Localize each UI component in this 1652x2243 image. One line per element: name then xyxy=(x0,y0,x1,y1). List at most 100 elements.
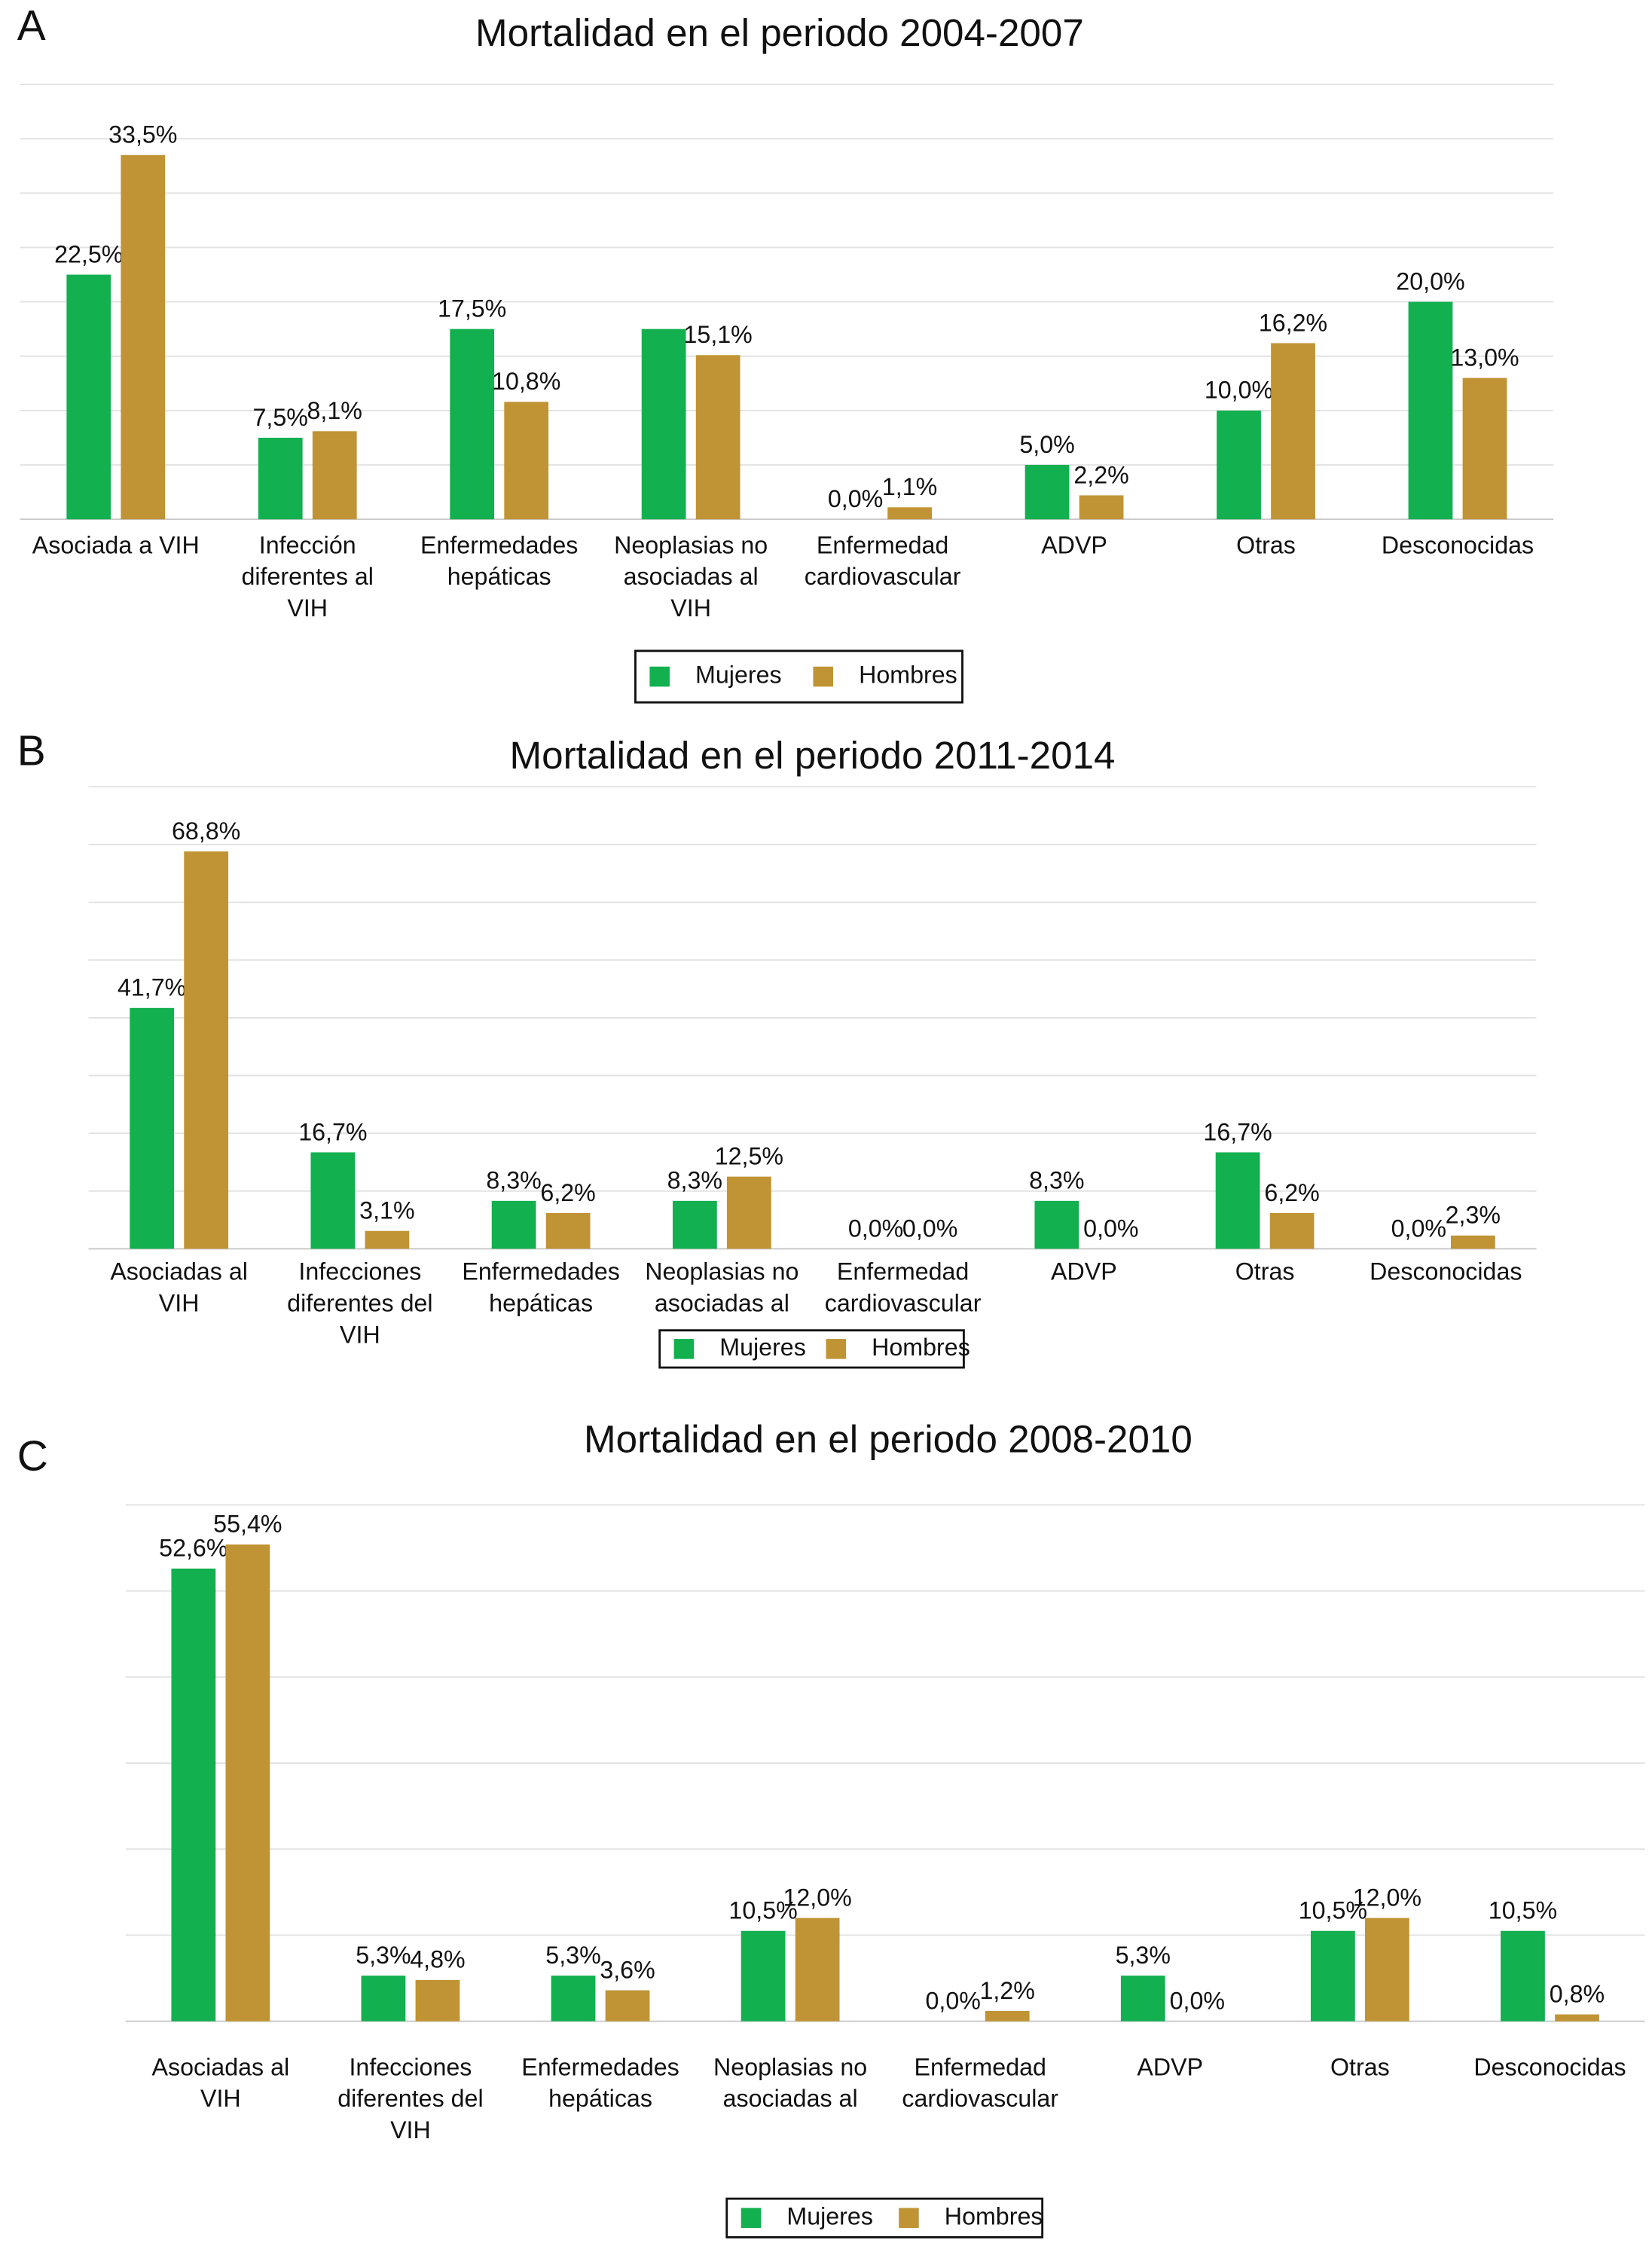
data-label: 15,1% xyxy=(683,321,752,348)
x-tick-label: Neoplasias no asociadas al xyxy=(713,2053,867,2112)
bar xyxy=(1555,2014,1599,2021)
bar xyxy=(415,1979,460,2021)
data-label: 55,4% xyxy=(213,1511,282,1538)
data-label: 10,5% xyxy=(1489,1897,1557,1924)
data-label: 41,7% xyxy=(118,974,186,1001)
x-tick-label: Neoplasias no asociadas al VIH xyxy=(614,531,768,622)
bar xyxy=(312,431,357,520)
data-label: 0,0% xyxy=(925,1988,980,2015)
legend-swatch xyxy=(673,1339,695,1359)
bar xyxy=(887,507,932,520)
data-label: 13,0% xyxy=(1450,344,1519,371)
x-tick-label: Desconocidas xyxy=(1370,1257,1522,1285)
data-label: 0,8% xyxy=(1550,1980,1605,2007)
chart-title: Mortalidad en el periodo 2008-2010 xyxy=(584,1417,1192,1460)
data-label: 33,5% xyxy=(108,121,177,148)
legend-swatch xyxy=(826,1339,847,1359)
data-label: 10,8% xyxy=(492,368,560,395)
bar xyxy=(695,355,740,520)
data-label: 0,0% xyxy=(848,1215,903,1242)
legend-swatch xyxy=(813,666,833,687)
bar xyxy=(545,1212,591,1249)
chart-title: Mortalidad en el periodo 2004-2007 xyxy=(475,11,1084,54)
data-label: 12,5% xyxy=(715,1142,783,1169)
x-tick-label: Otras xyxy=(1330,2053,1390,2080)
bar xyxy=(1269,1212,1315,1249)
bar xyxy=(121,154,166,520)
data-label: 22,5% xyxy=(54,240,123,267)
data-label: 6,2% xyxy=(540,1179,595,1206)
x-tick-label: Enfermedad cardiovascular xyxy=(805,531,961,590)
bar xyxy=(1450,1235,1495,1249)
data-label: 7,5% xyxy=(253,404,308,431)
panel-letter: C xyxy=(17,1432,48,1481)
data-label: 0,0% xyxy=(1083,1215,1138,1242)
x-tick-label: Asociadas al VIH xyxy=(152,2053,290,2112)
data-label: 20,0% xyxy=(1396,267,1464,295)
data-label: 10,5% xyxy=(728,1897,797,1924)
bar xyxy=(1120,1976,1165,2021)
data-label: 2,2% xyxy=(1073,461,1128,488)
data-label: 16,2% xyxy=(1259,309,1327,336)
legend-label: Mujeres xyxy=(786,2202,873,2229)
x-tick-label: Infecciones diferentes del VIH xyxy=(337,2053,483,2144)
x-tick-label: Infecciones diferentes del VIH xyxy=(287,1257,432,1348)
bar xyxy=(1408,301,1453,520)
panel-letter: A xyxy=(17,2,46,50)
bar xyxy=(361,1976,406,2021)
data-label: 10,5% xyxy=(1299,1897,1367,1924)
data-label: 3,1% xyxy=(359,1197,414,1224)
data-label: 0,0% xyxy=(828,485,883,512)
bar xyxy=(1365,1918,1409,2021)
data-label: 5,3% xyxy=(356,1942,411,1969)
x-tick-label: Enfermedades hepáticas xyxy=(521,2053,679,2112)
data-label: 17,5% xyxy=(438,295,506,322)
legend-label: Hombres xyxy=(859,662,957,689)
bar xyxy=(1215,1152,1260,1249)
chart-title: Mortalidad en el periodo 2011-2014 xyxy=(510,734,1116,777)
bar xyxy=(672,1200,717,1249)
bar xyxy=(225,1544,270,2021)
x-tick-label: Asociadas al VIH xyxy=(110,1257,248,1316)
bar xyxy=(795,1918,840,2021)
bar xyxy=(1501,1930,1545,2021)
data-label: 3,6% xyxy=(600,1956,655,1983)
data-label: 16,7% xyxy=(298,1118,367,1145)
data-label: 8,1% xyxy=(307,397,362,424)
bar xyxy=(130,1007,175,1249)
data-label: 4,8% xyxy=(410,1946,465,1973)
legend-box xyxy=(725,2197,1044,2238)
data-label: 5,0% xyxy=(1019,431,1074,458)
bar xyxy=(310,1152,356,1249)
bar xyxy=(1079,495,1124,520)
data-label: 8,3% xyxy=(486,1167,541,1194)
x-tick-label: ADVP xyxy=(1041,531,1107,558)
legend-box xyxy=(634,649,963,704)
legend-swatch xyxy=(899,2208,919,2229)
x-tick-label: Asociada a VIH xyxy=(32,531,200,558)
data-label: 52,6% xyxy=(159,1535,227,1562)
bar xyxy=(740,1930,786,2021)
data-label: 68,8% xyxy=(172,817,240,845)
x-tick-label: Desconocidas xyxy=(1382,531,1534,558)
bar xyxy=(1217,410,1261,520)
bar xyxy=(365,1230,410,1249)
data-label: 6,2% xyxy=(1264,1179,1319,1206)
bar xyxy=(1310,1930,1355,2021)
bar xyxy=(258,437,303,520)
legend-swatch xyxy=(649,666,670,687)
x-tick-label: ADVP xyxy=(1051,1257,1117,1285)
x-tick-label: Neoplasias no asociadas al xyxy=(645,1257,799,1316)
legend-label: Hombres xyxy=(945,2202,1043,2229)
data-label: 8,3% xyxy=(667,1167,722,1194)
bar xyxy=(504,402,549,520)
x-tick-label: Enfermedad cardiovascular xyxy=(902,2053,1058,2112)
data-label: 1,1% xyxy=(882,473,937,500)
legend-label: Mujeres xyxy=(695,662,782,689)
data-label: 8,3% xyxy=(1029,1167,1084,1194)
x-tick-label: Desconocidas xyxy=(1473,2053,1626,2080)
bar xyxy=(605,1990,650,2021)
bar xyxy=(450,329,495,520)
data-label: 16,7% xyxy=(1203,1118,1272,1145)
